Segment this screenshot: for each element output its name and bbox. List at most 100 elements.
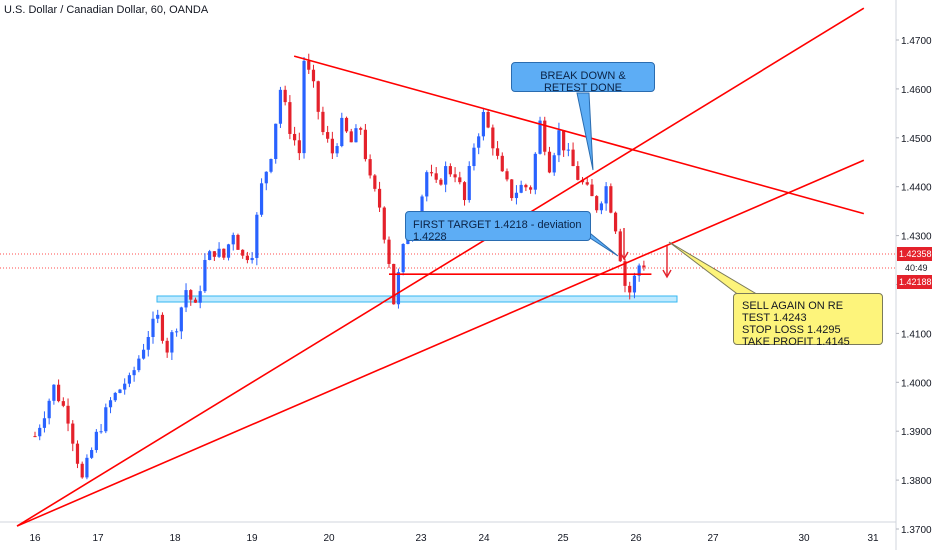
candle-body [486, 111, 490, 128]
candle-body [203, 259, 207, 292]
annotation-first-target[interactable]: FIRST TARGET 1.4218 - deviation 1.4228 [405, 211, 591, 243]
candle-body [349, 131, 353, 143]
candle-body [609, 186, 613, 213]
candle-body [373, 175, 377, 189]
candle-body [453, 174, 457, 178]
candle-body [222, 248, 226, 258]
candle-body [94, 431, 98, 451]
candle-body [557, 130, 561, 156]
candle-body [326, 132, 330, 139]
candle-body [335, 146, 339, 154]
time-tick-label: 16 [29, 533, 41, 544]
candle-body [462, 182, 467, 201]
candle-body [293, 133, 297, 141]
candle-body [288, 102, 292, 134]
candle-body [255, 214, 259, 258]
candle-body [330, 138, 334, 154]
candle-body [137, 358, 141, 371]
candle-body [47, 400, 51, 419]
candle-body [146, 336, 150, 350]
time-tick-label: 31 [867, 533, 879, 544]
candle-body [425, 172, 429, 197]
candle-body [212, 251, 216, 257]
chart-title: U.S. Dollar / Canadian Dollar, 60, OANDA [4, 4, 209, 16]
candle-body [500, 155, 504, 172]
candle-body [562, 130, 566, 151]
trendline[interactable] [16, 159, 865, 527]
low-price-label: 1.42188 [897, 275, 932, 289]
time-tick-label: 23 [415, 533, 427, 544]
candle-body [236, 234, 240, 250]
candle-body [141, 349, 146, 359]
price-tick-label: 1.44000 [901, 183, 932, 194]
candle-body [604, 186, 608, 204]
candle-body [599, 203, 603, 211]
candle-body [193, 299, 198, 303]
candle-body [434, 173, 438, 180]
candle-body [283, 89, 287, 103]
candle-body [316, 81, 320, 112]
candle-body [170, 332, 174, 353]
candle-body [85, 457, 89, 478]
candle-body [66, 405, 70, 424]
trendline[interactable] [16, 7, 865, 527]
trendline-group [16, 7, 865, 527]
candle-body [127, 375, 131, 384]
candle-body [505, 171, 509, 180]
candle-body [156, 314, 160, 319]
candle-body [311, 69, 316, 82]
candle-body [481, 111, 485, 137]
time-tick-label: 17 [92, 533, 104, 544]
candle-body [458, 177, 462, 183]
candle-body [90, 450, 94, 458]
candlestick-series [33, 53, 646, 480]
price-tick-label: 1.43000 [901, 232, 932, 243]
candle-body [613, 212, 618, 232]
time-axis-ticks: 16 17 18 19 20 23 24 25 26 27 30 31 [29, 533, 879, 544]
trendline[interactable] [293, 55, 865, 215]
time-tick-label: 18 [169, 533, 181, 544]
candle-body [250, 257, 254, 261]
candle-body [71, 423, 75, 444]
price-tick-label: 1.41000 [901, 329, 932, 340]
annotation-sell-line: SELL AGAIN ON RE TEST 1.4243 [742, 300, 844, 324]
price-tick-label: 1.45000 [901, 134, 932, 145]
candle-body [429, 172, 434, 174]
candle-body [297, 140, 301, 154]
candle-body [307, 60, 311, 70]
callout-pointer-sell [668, 241, 762, 297]
candle-body [165, 340, 169, 353]
candle-body [628, 285, 632, 293]
candle-body [566, 149, 570, 151]
candle-body [118, 389, 122, 393]
candle-body [80, 463, 84, 478]
price-tick-label: 1.46000 [901, 85, 932, 96]
price-tick-label: 1.38000 [901, 476, 932, 487]
candle-body [396, 272, 401, 305]
candle-body [321, 111, 325, 133]
time-tick-label: 25 [557, 533, 569, 544]
annotation-breakdown[interactable]: BREAK DOWN & RETEST DONE [511, 62, 655, 94]
candle-body [33, 436, 37, 438]
candle-body [208, 251, 212, 260]
target-arrow-2 [662, 246, 672, 279]
annotation-stop-line: STOP LOSS 1.4295 [742, 324, 841, 336]
candle-body [524, 184, 528, 188]
price-tick-label: 1.47000 [901, 36, 932, 47]
candle-body [217, 248, 221, 257]
candle-body [61, 401, 65, 406]
time-tick-label: 30 [798, 533, 810, 544]
annotation-sell-plan[interactable]: SELL AGAIN ON RE TEST 1.4243 STOP LOSS 1… [733, 293, 883, 348]
candle-body [179, 307, 183, 332]
candle-body [519, 184, 523, 193]
candle-body [637, 265, 641, 276]
candle-body [160, 314, 165, 341]
candle-body [52, 384, 56, 401]
time-tick-label: 19 [246, 533, 258, 544]
price-tick-label: 1.39000 [901, 427, 932, 438]
candle-body [132, 370, 136, 376]
bar-timer-label: 40:49 [897, 262, 932, 274]
candle-body [151, 318, 155, 337]
candle-body [57, 384, 61, 402]
